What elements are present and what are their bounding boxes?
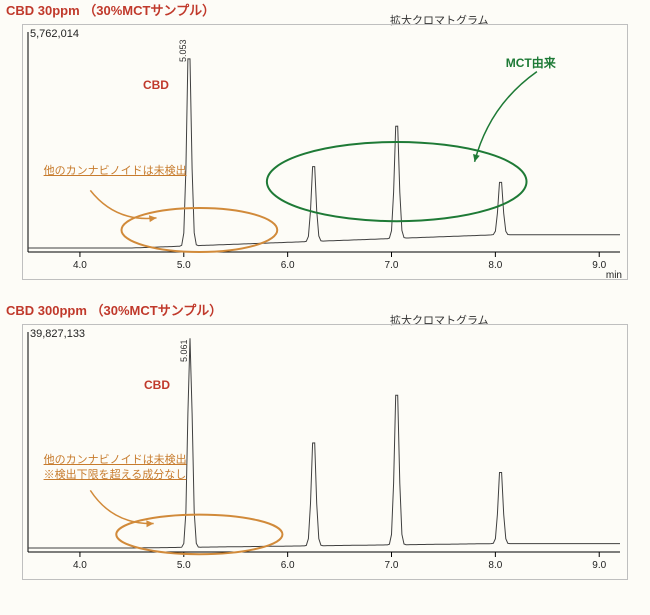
panel1-cbd-label: CBD: [143, 78, 169, 92]
svg-text:9.0: 9.0: [592, 560, 606, 571]
panel2-cbd-label: CBD: [144, 378, 170, 392]
svg-text:8.0: 8.0: [488, 260, 502, 271]
svg-text:9.0: 9.0: [592, 260, 606, 271]
svg-text:min: min: [606, 270, 622, 281]
page: CBD 30ppm （30%MCTサンプル） 拡大クロマトグラム 5,762,0…: [0, 0, 650, 615]
panel1-mct-label: MCT由来: [506, 54, 556, 71]
panel2-annotation: 他のカンナビノイドは未検出※検出下限を超える成分なし: [44, 453, 187, 483]
svg-text:5.0: 5.0: [177, 560, 191, 571]
svg-text:4.0: 4.0: [73, 260, 87, 271]
svg-text:6.0: 6.0: [281, 560, 295, 571]
svg-text:5.061: 5.061: [179, 339, 189, 362]
chromatogram-panel-1: CBD 30ppm （30%MCTサンプル） 拡大クロマトグラム 5,762,0…: [0, 0, 650, 295]
svg-text:8.0: 8.0: [488, 560, 502, 571]
chromatogram-panel-2: CBD 300ppm （30%MCTサンプル） 拡大クロマトグラム 39,827…: [0, 300, 650, 610]
svg-text:4.0: 4.0: [73, 560, 87, 571]
svg-text:7.0: 7.0: [385, 260, 399, 271]
panel1-svg: 4.0 5.0 6.0 7.0 8.0 9.0min 5.053: [0, 0, 650, 295]
svg-text:5.0: 5.0: [177, 260, 191, 271]
svg-text:7.0: 7.0: [385, 560, 399, 571]
svg-text:5.053: 5.053: [178, 39, 188, 62]
panel1-annotation: 他のカンナビノイドは未検出: [44, 164, 187, 179]
svg-text:6.0: 6.0: [281, 260, 295, 271]
